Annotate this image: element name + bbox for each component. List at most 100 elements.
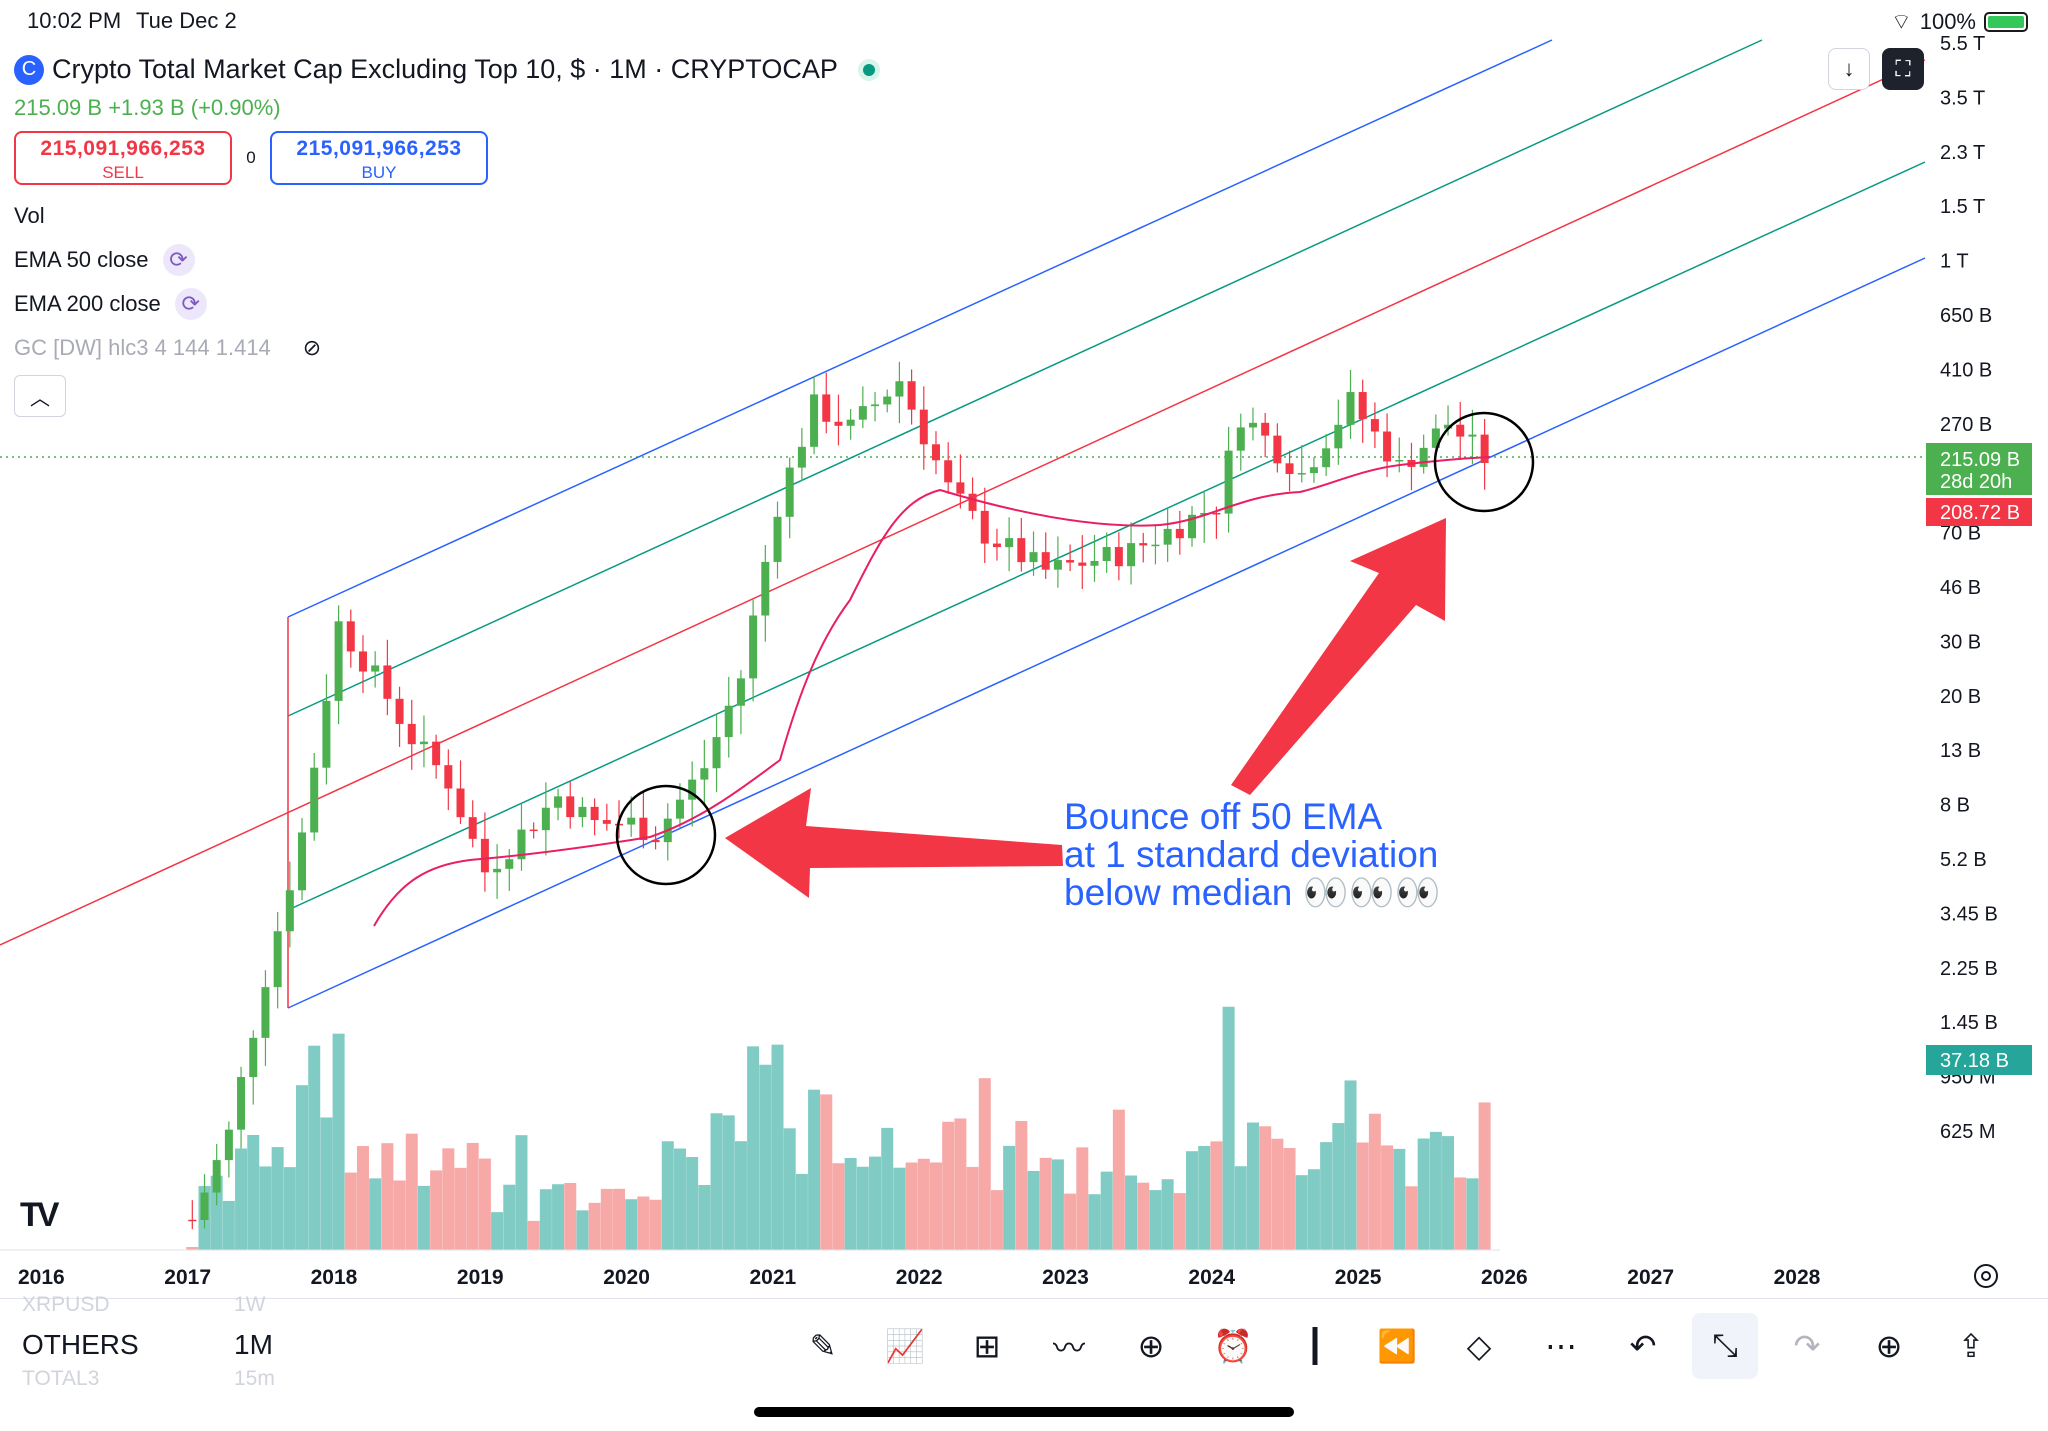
time-axis: 2016 2017 2018 2019 2020 2021 2022 2023 2024 2025… [18,1266,1821,1289]
indicators-button[interactable]: 📈 [872,1313,938,1379]
volume-bar [393,1180,406,1250]
annotation-text[interactable]: Bounce off 50 EMA at 1 standard deviatio… [1064,798,1441,912]
volume-bar [369,1178,382,1250]
buy-value: 215,091,966,253 [296,137,462,160]
symbol-title-row[interactable]: C Crypto Total Market Cap Excluding Top … [14,54,880,85]
indicator-ema50-label: EMA 50 close [14,247,149,272]
volume-bar [1466,1178,1479,1250]
alert-button[interactable]: ⏰ [1200,1313,1266,1379]
ideas-button[interactable]: ⊕ [1856,1313,1922,1379]
hidden-eye-icon[interactable]: ⊘ [302,335,322,360]
candle-body [992,543,1001,548]
volume-bar [381,1143,394,1250]
layouts-button[interactable]: ⊞ [954,1313,1020,1379]
home-indicator [754,1407,1294,1417]
candle-body [944,460,953,483]
replay-button[interactable]: ⏪ [1364,1313,1430,1379]
tradingview-logo[interactable]: TV [20,1196,60,1234]
candle-body [1188,514,1197,539]
candle-body [1041,552,1050,570]
indicator-vol-label: Vol [14,203,45,228]
volume-bar [1381,1145,1394,1250]
share-button[interactable]: ⇪ [1938,1313,2004,1379]
collapse-legend-button[interactable]: ︿ [14,375,66,417]
price-tick-label: 5.2 B [1940,849,1987,871]
candle-body [1053,560,1062,570]
volume-bar [1076,1147,1089,1250]
volume-bar [1149,1190,1162,1250]
indicator-ema200[interactable]: EMA 200 close ⟳ [14,288,880,320]
refresh-icon[interactable]: ⟳ [174,288,207,320]
upper-2sd-line [287,39,1553,618]
candle-body [310,767,319,833]
candle-body [371,665,380,672]
fullscreen-button[interactable]: ⛶ [1882,48,1924,90]
scroll-to-latest-button[interactable]: ↓ [1828,48,1870,90]
volume-bar [235,1148,248,1250]
exit-fullscreen-button[interactable]: ⤡ [1692,1313,1758,1379]
volume-bar [222,1200,235,1250]
interval-next[interactable]: 15m [234,1367,275,1390]
volume-bar [673,1148,686,1250]
chart-header: C Crypto Total Market Cap Excluding Top … [14,54,880,417]
symbol-next[interactable]: TOTAL3 [22,1367,100,1390]
volume-bar [1320,1142,1333,1250]
candle-body [627,817,636,825]
undo-button[interactable]: ↶ [1610,1313,1676,1379]
wifi-icon: ⌔ [1891,9,1912,34]
candle-body [419,741,428,745]
alarm-icon: ⏰ [1213,1328,1253,1364]
volume-bar [527,1220,540,1250]
volume-bar [1137,1182,1150,1250]
buy-button[interactable]: 215,091,966,253 BUY [270,131,488,185]
refresh-icon[interactable]: ⟳ [162,244,195,276]
symbol-prev[interactable]: XRPUSD [22,1293,110,1316]
settings-icon [1974,1264,1998,1288]
candle-body [1273,435,1282,464]
upper-1sd-line [287,39,1763,717]
volume-bar [466,1142,479,1250]
volume-bar [1186,1151,1199,1250]
candle-body [212,1160,221,1193]
indicators-icon: 📈 [885,1328,925,1364]
draw-tool-button[interactable]: ✎ [790,1313,856,1379]
candle-body [1236,427,1245,451]
time-tick-label: 2024 [1188,1266,1235,1289]
volume-bar [1478,1102,1491,1250]
volume-bar [844,1157,857,1250]
undo-icon: ↶ [1629,1328,1657,1364]
lightbulb-plus-icon: ⊕ [1875,1328,1903,1364]
volume-bar [600,1188,613,1250]
interval-current[interactable]: 1M [234,1329,273,1360]
volume-bar [1112,1109,1125,1250]
more-button[interactable]: ⋯ [1528,1313,1594,1379]
indicator-gc[interactable]: GC [DW] hlc3 4 144 1.414 ⊘ [14,335,880,361]
chart-type-button[interactable]: ┃ [1282,1313,1348,1379]
redo-button[interactable]: ↷ [1774,1313,1840,1379]
candle-body [1090,560,1099,566]
indicator-ema200-label: EMA 200 close [14,291,161,316]
candle-body [541,807,550,831]
time-tick-label: 2027 [1627,1266,1674,1289]
chevron-up-icon: ︿ [30,387,50,410]
volume-bar [186,1247,199,1250]
indicator-vol[interactable]: Vol [14,203,880,229]
candle-body [639,817,648,840]
compare-button[interactable]: 〰 [1036,1313,1102,1379]
candle-body [785,467,794,517]
indicator-ema50[interactable]: EMA 50 close ⟳ [14,244,880,276]
candle-body [554,796,563,808]
symbol-current[interactable]: OTHERS [22,1329,139,1360]
volume-bar [686,1157,699,1250]
candle-body [1151,544,1160,547]
sell-button[interactable]: 215,091,966,253 SELL [14,131,232,185]
interval-prev[interactable]: 1W [234,1293,266,1316]
lower-2sd-line [287,257,1926,1009]
time-tick-label: 2019 [457,1266,504,1289]
volume-bar [503,1184,516,1250]
objects-button[interactable]: ◇ [1446,1313,1512,1379]
add-button[interactable]: ⊕ [1118,1313,1184,1379]
candle-body [956,482,965,494]
candle-body [334,621,343,701]
